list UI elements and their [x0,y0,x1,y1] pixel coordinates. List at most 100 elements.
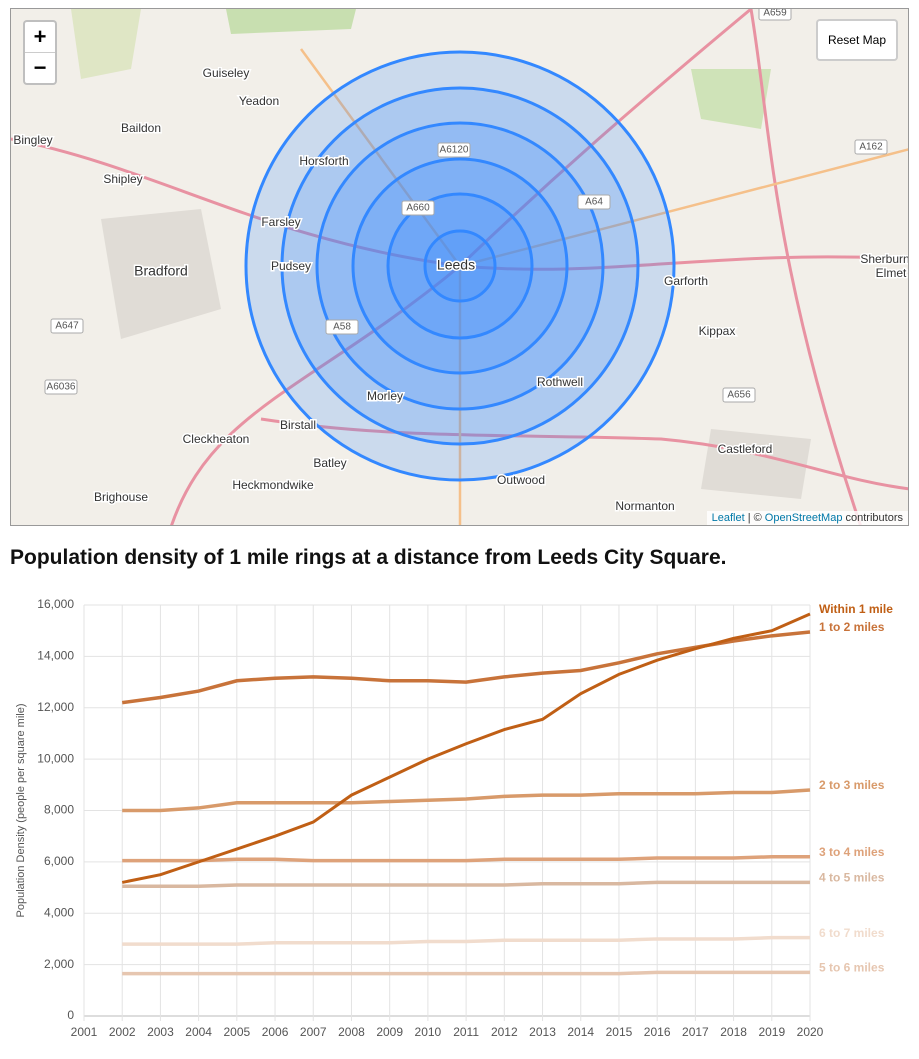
series-line [122,970,810,976]
ring[interactable] [315,121,605,411]
series-label: 4 to 5 miles [819,871,885,885]
ring[interactable] [244,50,676,482]
road [299,48,908,525]
y-tick-label: 10,000 [37,751,74,765]
series-label: 5 to 6 miles [819,961,885,975]
road-label: A64 [585,197,603,208]
series-label: 1 to 2 miles [819,620,885,634]
x-tick-label: 2005 [223,1025,250,1039]
reset-button[interactable]: Reset Map [815,19,898,61]
place-label: Baildon [121,121,161,135]
x-tick-label: 2009 [376,1025,403,1039]
place-label: Birstall [280,418,316,432]
road-shield [50,318,84,334]
ring[interactable] [386,192,534,340]
map[interactable]: Guiseley Yeadon Baildon Bingley Shipley Horsf… [10,8,909,526]
road [749,9,862,525]
attribution-text: contributors [845,512,903,524]
place-label: Normanton [615,499,674,513]
place-label: Yeadon [239,94,279,108]
road [260,417,908,491]
place-label: Kippax [699,324,736,338]
x-tick-label: 2020 [797,1025,824,1039]
x-tick-label: 2014 [567,1025,594,1039]
x-tick-label: 2003 [147,1025,174,1039]
attribution: Leaflet | © OpenStreetMap contributors [706,511,908,525]
place-label: Bradford [134,263,188,279]
series-label: 2 to 3 miles [819,778,885,792]
x-tick-label: 2010 [415,1025,442,1039]
road-shield [722,387,756,403]
series-label: 3 to 4 miles [819,845,885,859]
place-label: Bingley [13,133,52,147]
road-shield [44,379,78,395]
x-tick-label: 2006 [262,1025,289,1039]
attribution-sep: | © [747,512,762,524]
map-area [71,9,141,79]
place-label: Batley [313,456,346,470]
road-label: A6120 [440,145,469,156]
place-label: Sherburn [860,252,909,266]
x-tick-label: 2007 [300,1025,327,1039]
heading: Population density of 1 mile rings at a … [10,546,727,569]
road-shield [577,194,611,210]
x-tick-label: 2016 [644,1025,671,1039]
map-area [101,209,221,339]
road-shield [325,319,359,335]
place-label: Elmet [876,266,907,280]
place-label: Castleford [718,442,773,456]
road-shield [854,139,888,155]
series-label: 6 to 7 miles [819,926,885,940]
leaflet-link[interactable]: Leaflet [711,512,745,524]
map-area [226,9,356,34]
place-label: Guiseley [203,66,250,80]
road-label: A647 [55,321,79,332]
x-tick-label: 2008 [338,1025,365,1039]
road-shield [437,142,471,158]
place-label: Cleckheaton [183,432,250,446]
place-label: Outwood [497,473,545,487]
x-tick-label: 2001 [71,1025,98,1039]
place-label: Heckmondwike [232,478,314,492]
place-label: Garforth [664,274,708,288]
x-tick-label: 2019 [758,1025,785,1039]
x-tick-label: 2002 [109,1025,136,1039]
zoom-in[interactable]: + [33,24,47,49]
place-label: Farsley [261,215,300,229]
road-label: A58 [333,322,351,333]
zoom-out[interactable]: − [25,52,55,83]
x-tick-label: 2018 [720,1025,747,1039]
zoom-control: + − [23,20,57,85]
x-tick-label: 2017 [682,1025,709,1039]
y-tick-label: 14,000 [37,649,74,663]
x-tick-label: 2013 [529,1025,556,1039]
map-area [691,69,771,129]
place-label: Leeds [437,257,475,273]
osm-link[interactable]: OpenStreetMap [764,512,843,524]
road-shield [401,200,435,216]
map-area [701,429,811,499]
series-label: Within 1 mile [819,602,893,616]
x-tick-label: 2011 [453,1025,479,1039]
y-tick-label: 16,000 [37,597,74,611]
series-line [122,788,811,813]
ring[interactable] [280,86,640,446]
road-label: A659 [763,9,787,19]
place-label: Shipley [103,172,142,186]
x-tick-label: 2012 [491,1025,518,1039]
road-label: A162 [859,142,883,153]
y-tick-label: 4,000 [44,905,74,919]
series-line [122,880,810,889]
series-line [121,612,811,884]
y-tick-label: 6,000 [44,854,74,868]
road-shield [758,9,792,21]
place-label: Morley [367,389,403,403]
ring[interactable] [423,229,497,303]
x-tick-label: 2004 [185,1025,212,1039]
x-tick-label: 2015 [606,1025,633,1039]
y-tick-label: 12,000 [37,700,74,714]
series-line [122,935,810,946]
y-axis-label: Population Density (people per square mi… [15,703,27,917]
place-label: Rothwell [537,375,583,389]
